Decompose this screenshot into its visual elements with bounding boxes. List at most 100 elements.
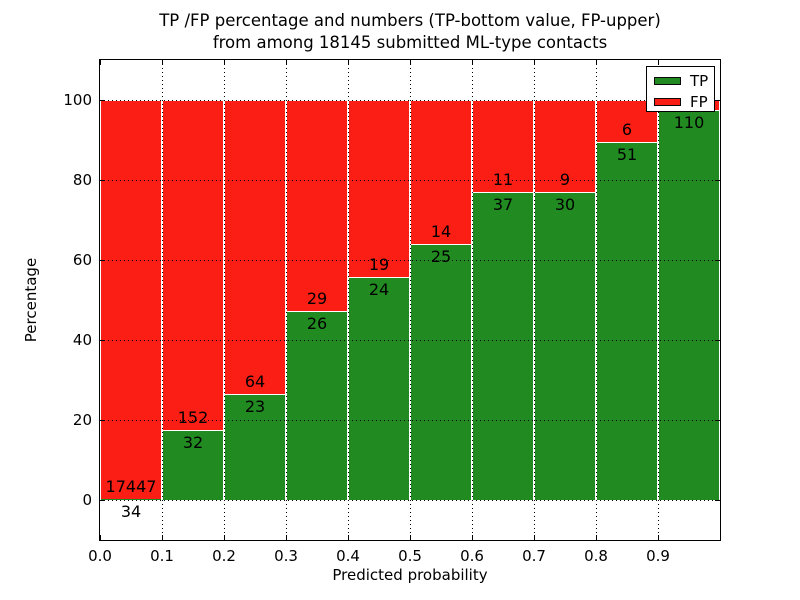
- y-tick-right-20: [715, 420, 720, 421]
- gridline-x-0.8: [596, 60, 597, 540]
- tp-bar-0.7-0.8: [534, 192, 596, 500]
- y-tick-left-40: [100, 340, 105, 341]
- x-tick-top-0.1: [162, 60, 163, 65]
- y-tick-label-100: 100: [63, 91, 92, 109]
- y-tick-right-40: [715, 340, 720, 341]
- x-tick-label-0.6: 0.6: [460, 547, 484, 565]
- x-tick-label-0.4: 0.4: [336, 547, 360, 565]
- gridline-x-0.7: [534, 60, 535, 540]
- tp-count-label-0.6-0.7: 37: [492, 194, 514, 214]
- x-tick-bottom-0.4: [348, 535, 349, 540]
- y-tick-label-60: 60: [72, 251, 92, 269]
- x-tick-label-0.1: 0.1: [150, 547, 174, 565]
- x-tick-bottom-0.9: [658, 535, 659, 540]
- legend-item-tp: TP: [654, 70, 714, 91]
- fp-count-label-0.2-0.3: 64: [244, 372, 266, 392]
- fp-count-label-0.0-0.1: 17447: [105, 477, 157, 497]
- tp-bar-0.4-0.5: [348, 277, 410, 500]
- fp-count-label-0.7-0.8: 9: [559, 170, 571, 190]
- fp-count-label-0.8-0.9: 6: [621, 120, 633, 139]
- x-tick-top-0.2: [224, 60, 225, 65]
- gridline-x-0.9: [658, 60, 659, 540]
- chart-title-line1: TP /FP percentage and numbers (TP-bottom…: [159, 11, 661, 30]
- y-tick-left-60: [100, 260, 105, 261]
- tp-count-label-0.8-0.9: 51: [616, 145, 638, 164]
- gridline-x-0.5: [410, 60, 411, 540]
- x-tick-top-0.6: [472, 60, 473, 65]
- x-tick-bottom-0.1: [162, 535, 163, 540]
- tp-count-label-0.0-0.1: 34: [120, 502, 142, 522]
- x-tick-top-0.9: [658, 60, 659, 65]
- gridline-x-0.4: [348, 60, 349, 540]
- tp-bar-0.3-0.4: [286, 311, 348, 500]
- x-tick-top-0.4: [348, 60, 349, 65]
- x-tick-bottom-0.3: [286, 535, 287, 540]
- fp-count-label-0.4-0.5: 19: [368, 254, 390, 274]
- tp-swatch-icon: [654, 76, 681, 85]
- x-tick-bottom-0.5: [410, 535, 411, 540]
- x-axis-label: Predicted probability: [332, 566, 488, 584]
- y-tick-left-20: [100, 420, 105, 421]
- tp-legend-label: TP: [690, 71, 709, 90]
- tp-count-label-0.4-0.5: 24: [368, 279, 390, 299]
- y-axis-label: Percentage: [22, 257, 40, 343]
- gridline-x-0.2: [224, 60, 225, 540]
- y-tick-right-60: [715, 260, 720, 261]
- x-tick-top-0.3: [286, 60, 287, 65]
- x-tick-bottom-0.8: [596, 535, 597, 540]
- legend: TP FP: [646, 66, 715, 112]
- x-tick-label-0.5: 0.5: [398, 547, 422, 565]
- fp-count-label-0.3-0.4: 29: [306, 288, 328, 308]
- tp-count-label-0.7-0.8: 30: [554, 195, 576, 215]
- x-tick-top-0.8: [596, 60, 597, 65]
- fp-count-label-0.6-0.7: 11: [492, 169, 514, 189]
- tp-bar-0.1-0.2: [162, 430, 224, 500]
- fp-bar-0.7-0.8: [534, 100, 596, 192]
- tp-count-label-0.1-0.2: 32: [182, 433, 204, 453]
- y-tick-left-0: [100, 500, 105, 501]
- tp-bar-0.0-0.1: [100, 499, 162, 500]
- tp-count-label-0.5-0.6: 25: [430, 246, 452, 266]
- fp-swatch-icon: [654, 97, 681, 106]
- tp-count-label-0.3-0.4: 26: [306, 313, 328, 333]
- gridline-x-0.6: [472, 60, 473, 540]
- tp-count-label-0.2-0.3: 23: [244, 397, 266, 417]
- y-tick-label-40: 40: [72, 331, 92, 349]
- x-tick-top-0.0: [100, 60, 101, 65]
- x-tick-top-0.5: [410, 60, 411, 65]
- x-tick-label-0.0: 0.0: [88, 547, 112, 565]
- x-tick-bottom-0.6: [472, 535, 473, 540]
- y-tick-right-80: [715, 180, 720, 181]
- y-tick-right-100: [715, 100, 720, 101]
- gridline-x-0.1: [162, 60, 163, 540]
- gridline-x-0.3: [286, 60, 287, 540]
- fp-count-label-0.5-0.6: 14: [430, 221, 452, 241]
- x-tick-label-0.2: 0.2: [212, 547, 236, 565]
- y-tick-label-20: 20: [72, 411, 92, 429]
- x-tick-top-0.7: [534, 60, 535, 65]
- y-tick-left-80: [100, 180, 105, 181]
- x-tick-bottom-0.0: [100, 535, 101, 540]
- chart-title: TP /FP percentage and numbers (TP-bottom…: [100, 10, 720, 54]
- tp-bar-0.2-0.3: [224, 394, 286, 500]
- y-tick-label-80: 80: [72, 171, 92, 189]
- fp-count-label-0.1-0.2: 152: [177, 408, 209, 428]
- tp-bar-0.8-0.9: [596, 142, 658, 500]
- y-tick-right-0: [715, 500, 720, 501]
- y-tick-label-0: 0: [82, 491, 92, 509]
- y-tick-left-100: [100, 100, 105, 101]
- tp-bar-0.9-1.0: [658, 110, 720, 500]
- fp-bar-0.0-0.1: [100, 100, 162, 499]
- x-tick-bottom-0.2: [224, 535, 225, 540]
- fp-bar-0.5-0.6: [410, 100, 472, 244]
- fp-legend-label: FP: [690, 92, 708, 111]
- x-tick-label-0.7: 0.7: [522, 547, 546, 565]
- tp-count-label-0.9-1.0: 110: [673, 113, 705, 133]
- fp-bar-0.2-0.3: [224, 100, 286, 394]
- chart-title-line2: from among 18145 submitted ML-type conta…: [212, 33, 608, 52]
- x-tick-bottom-0.7: [534, 535, 535, 540]
- x-tick-label-0.8: 0.8: [584, 547, 608, 565]
- tp-bar-0.5-0.6: [410, 244, 472, 500]
- legend-item-fp: FP: [654, 91, 714, 112]
